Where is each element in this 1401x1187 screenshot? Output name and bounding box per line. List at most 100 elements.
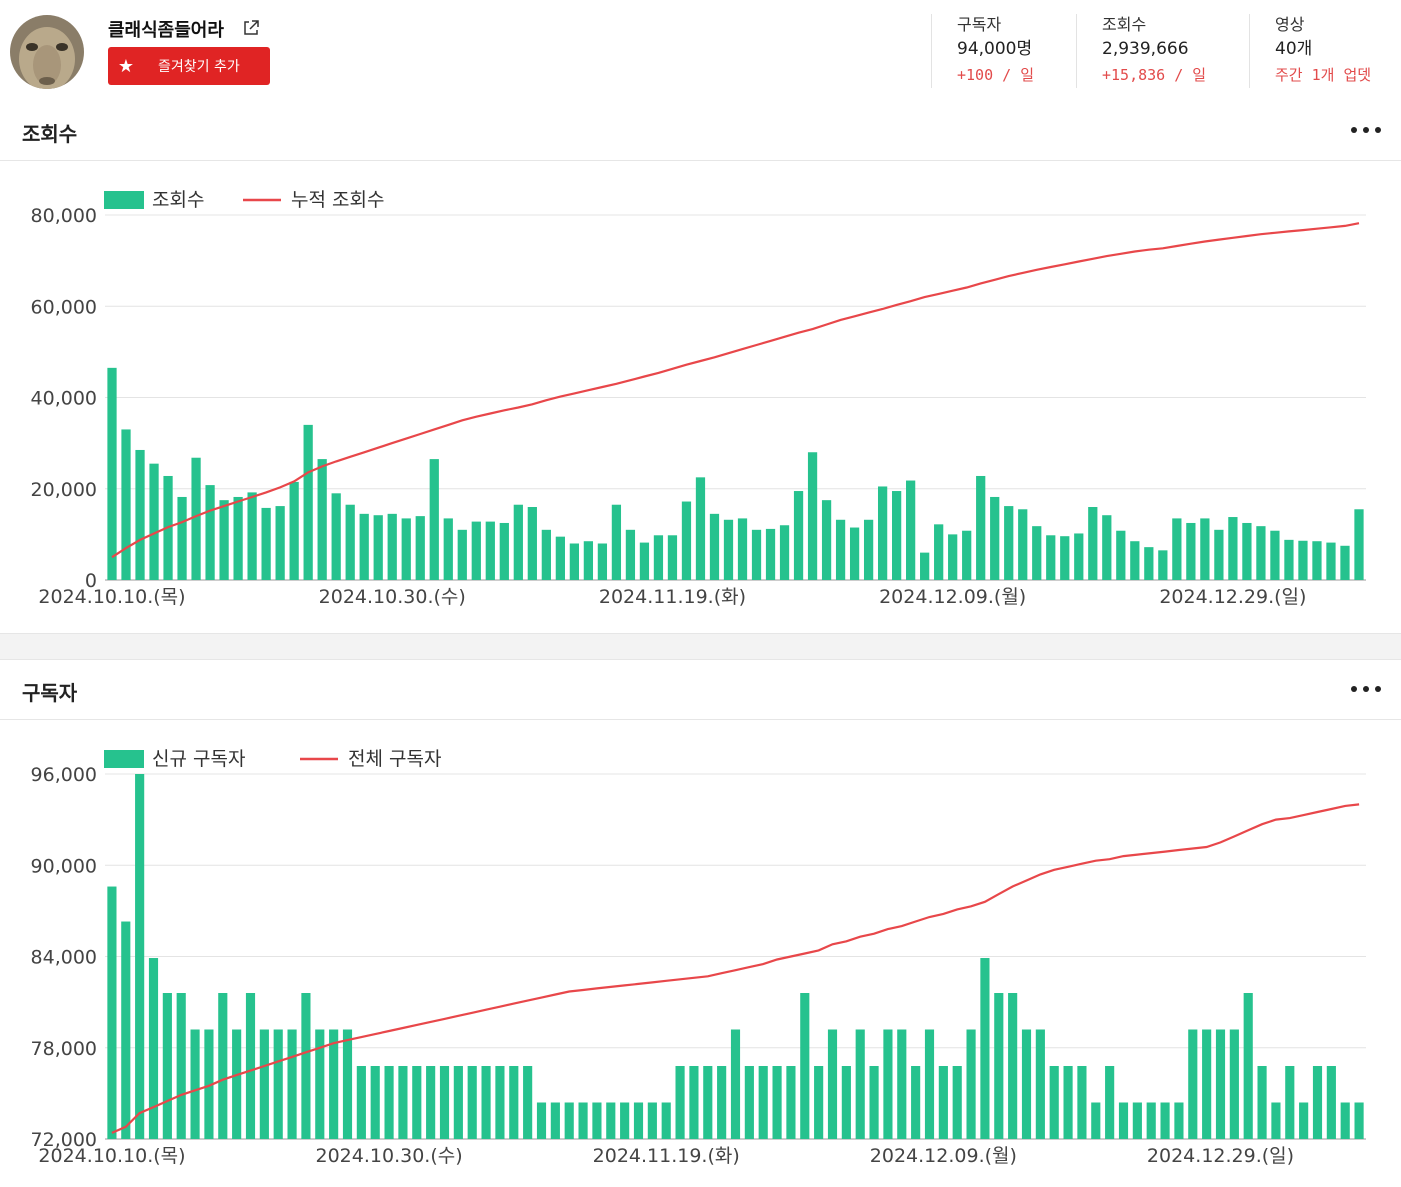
bar[interactable] xyxy=(1146,1102,1156,1140)
bar[interactable] xyxy=(1091,1102,1101,1140)
external-link-icon[interactable] xyxy=(242,19,260,37)
bar[interactable] xyxy=(564,1102,574,1140)
bar[interactable] xyxy=(513,504,523,580)
bar[interactable] xyxy=(633,1102,644,1140)
bar[interactable] xyxy=(1214,529,1224,580)
bar[interactable] xyxy=(1312,1066,1323,1139)
bar[interactable] xyxy=(1271,1102,1281,1140)
bar[interactable] xyxy=(550,1102,560,1140)
bar[interactable] xyxy=(1299,1102,1309,1140)
bar[interactable] xyxy=(1063,1066,1073,1139)
bar[interactable] xyxy=(1215,1029,1226,1140)
bar[interactable] xyxy=(814,1066,824,1139)
bar[interactable] xyxy=(1326,1066,1336,1139)
bar[interactable] xyxy=(527,507,537,580)
bar[interactable] xyxy=(1160,1102,1170,1140)
bar[interactable] xyxy=(835,519,846,580)
bar[interactable] xyxy=(329,1029,339,1140)
more-dots-icon[interactable] xyxy=(1349,684,1383,694)
line-series[interactable] xyxy=(111,803,1360,1134)
bar[interactable] xyxy=(689,1066,699,1139)
bar[interactable] xyxy=(578,1102,588,1140)
bar[interactable] xyxy=(205,485,215,580)
bar[interactable] xyxy=(1298,540,1308,580)
bar[interactable] xyxy=(401,518,411,580)
bar[interactable] xyxy=(1312,541,1322,580)
bar[interactable] xyxy=(772,1066,782,1139)
bar[interactable] xyxy=(620,1102,630,1140)
bar[interactable] xyxy=(1077,1066,1087,1139)
bar[interactable] xyxy=(934,524,944,580)
bar[interactable] xyxy=(661,1102,671,1140)
bar[interactable] xyxy=(1242,522,1252,580)
bar[interactable] xyxy=(204,1029,214,1140)
bar[interactable] xyxy=(906,480,916,580)
bar[interactable] xyxy=(301,993,311,1139)
bar[interactable] xyxy=(1116,530,1126,580)
bar[interactable] xyxy=(883,1029,893,1140)
bar[interactable] xyxy=(303,424,313,580)
bar[interactable] xyxy=(1130,541,1140,580)
bar[interactable] xyxy=(863,519,874,580)
bar[interactable] xyxy=(849,527,860,580)
bar[interactable] xyxy=(1132,1102,1142,1140)
channel-name[interactable]: 클래식좀들어라 xyxy=(108,20,224,41)
bar[interactable] xyxy=(786,1066,796,1139)
bar[interactable] xyxy=(287,1029,297,1140)
bar[interactable] xyxy=(398,1066,408,1139)
bar[interactable] xyxy=(1202,1029,1212,1140)
bar[interactable] xyxy=(730,1029,741,1140)
bar[interactable] xyxy=(1354,509,1364,580)
bar[interactable] xyxy=(1060,536,1070,580)
bar[interactable] xyxy=(1354,1102,1364,1140)
bar[interactable] xyxy=(387,513,397,580)
bar[interactable] xyxy=(289,481,299,580)
bar[interactable] xyxy=(177,496,187,580)
bar[interactable] xyxy=(555,536,565,580)
bar[interactable] xyxy=(800,993,810,1139)
bar[interactable] xyxy=(1243,993,1253,1139)
bar[interactable] xyxy=(1340,545,1350,580)
bar[interactable] xyxy=(675,1066,685,1139)
bar[interactable] xyxy=(485,521,495,580)
bar[interactable] xyxy=(924,1029,935,1140)
bar[interactable] xyxy=(429,459,439,580)
bar[interactable] xyxy=(149,463,159,580)
bar[interactable] xyxy=(1008,993,1018,1139)
bar[interactable] xyxy=(827,1029,838,1140)
bar[interactable] xyxy=(1032,526,1042,580)
bar[interactable] xyxy=(499,522,509,580)
bar[interactable] xyxy=(541,529,551,580)
channel-avatar[interactable] xyxy=(10,15,84,89)
bar[interactable] xyxy=(373,515,383,580)
legend-label[interactable]: 신규 구독자 xyxy=(152,748,245,770)
bar[interactable] xyxy=(259,1029,269,1140)
bar[interactable] xyxy=(315,1029,325,1140)
bar[interactable] xyxy=(107,886,117,1139)
bar[interactable] xyxy=(1340,1102,1350,1140)
bar[interactable] xyxy=(232,1029,242,1140)
bar[interactable] xyxy=(1174,1102,1184,1140)
bar[interactable] xyxy=(583,541,594,580)
bar[interactable] xyxy=(653,535,664,580)
bar[interactable] xyxy=(952,1066,962,1139)
bar[interactable] xyxy=(667,535,678,580)
bar[interactable] xyxy=(345,504,355,580)
bar[interactable] xyxy=(1172,518,1182,580)
bar[interactable] xyxy=(625,529,636,580)
bar[interactable] xyxy=(681,501,692,580)
bar[interactable] xyxy=(509,1066,519,1139)
line-series[interactable] xyxy=(111,222,1360,559)
bar[interactable] xyxy=(994,993,1004,1139)
bar[interactable] xyxy=(1035,1029,1045,1140)
bar[interactable] xyxy=(1326,542,1336,580)
bar[interactable] xyxy=(148,958,159,1139)
bar[interactable] xyxy=(723,519,734,580)
bar[interactable] xyxy=(107,367,117,580)
legend-label[interactable]: 누적 조회수 xyxy=(291,189,384,211)
bar[interactable] xyxy=(569,543,579,581)
bar[interactable] xyxy=(1200,518,1210,580)
bar[interactable] xyxy=(1256,526,1266,580)
bar[interactable] xyxy=(1105,1066,1115,1139)
bar[interactable] xyxy=(869,1066,879,1139)
